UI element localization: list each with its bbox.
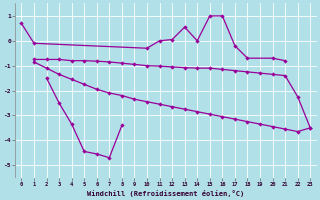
X-axis label: Windchill (Refroidissement éolien,°C): Windchill (Refroidissement éolien,°C) (87, 190, 244, 197)
